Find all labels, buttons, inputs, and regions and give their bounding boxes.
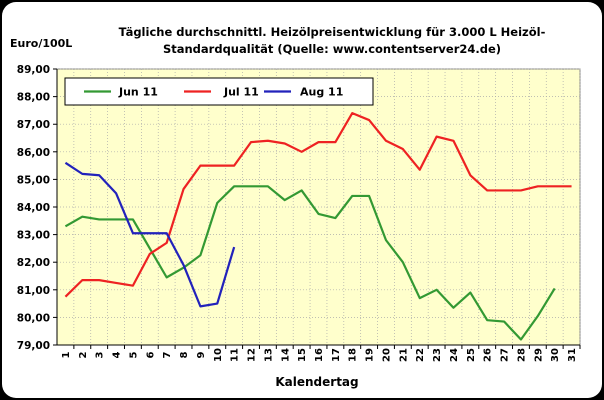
x-tick-label: 10	[213, 348, 224, 362]
x-tick-label: 4	[112, 351, 123, 358]
y-tick-label: 82,00	[17, 257, 50, 269]
y-tick-label: 89,00	[17, 64, 50, 76]
x-tick-label: 27	[500, 348, 511, 362]
legend-box	[64, 77, 374, 106]
x-tick-label: 30	[550, 348, 561, 362]
x-tick-label: 6	[145, 351, 156, 358]
y-tick-label: 81,00	[17, 285, 50, 297]
x-tick-label: 5	[128, 351, 139, 358]
x-tick-label: 8	[179, 351, 190, 358]
y-tick-label: 84,00	[17, 202, 50, 214]
x-tick-label: 16	[314, 348, 325, 362]
x-tick-label: 18	[348, 348, 359, 362]
series-line-aug-11	[64, 161, 236, 308]
plot-area: 79,00 80,00 81,00 82,00 83,00 84,00 85,00 86,00…	[17, 64, 581, 362]
x-tick-label: 19	[365, 348, 376, 362]
x-tick-label: 23	[432, 348, 443, 362]
x-tick-label: 3	[95, 351, 106, 358]
x-tick-label: 7	[162, 351, 173, 358]
x-tick-label: 17	[331, 348, 342, 362]
y-axis-label: Euro/100L	[10, 37, 72, 50]
y-tick-label: 87,00	[17, 119, 50, 131]
series-line-jul-11	[64, 112, 572, 298]
series-line-jun-11	[64, 185, 556, 341]
x-tick-label: 9	[196, 351, 207, 358]
x-tick-label: 31	[567, 348, 578, 362]
y-tick-label: 86,00	[17, 147, 50, 159]
y-tick-label: 79,00	[17, 340, 50, 352]
x-tick-label: 29	[533, 348, 544, 362]
x-tick-label: 28	[516, 348, 527, 362]
x-tick-label: 1	[61, 351, 72, 358]
x-tick-label: 15	[297, 348, 308, 362]
chart-title-line1: Tägliche durchschnittl. Heizölpreisentwi…	[119, 25, 546, 39]
legend: Jun 11 Jul 11 Aug 11	[64, 77, 374, 106]
y-tick-label: 88,00	[17, 92, 50, 104]
y-tick-label: 85,00	[17, 174, 50, 186]
y-tick-label: 80,00	[17, 312, 50, 324]
x-tick-label: 13	[263, 348, 274, 362]
legend-label: Aug 11	[300, 86, 343, 99]
x-tick-label: 20	[381, 348, 392, 362]
x-tick-label: 25	[466, 348, 477, 362]
chart-title-line2: Standardqualität (Quelle: www.contentser…	[163, 42, 501, 56]
x-tick-label: 14	[280, 348, 291, 362]
x-tick-label: 26	[483, 348, 494, 362]
x-tick-label: 12	[247, 348, 258, 362]
y-tick-label: 83,00	[17, 230, 50, 242]
x-tick-label: 11	[230, 348, 241, 362]
x-tick-label: 24	[449, 348, 460, 362]
x-tick-label: 2	[78, 351, 89, 358]
x-axis-label: Kalendertag	[275, 375, 358, 389]
legend-label: Jul 11	[223, 86, 259, 99]
x-tick-label: 21	[398, 348, 409, 362]
legend-label: Jun 11	[118, 86, 158, 99]
x-tick-label: 22	[415, 348, 426, 362]
